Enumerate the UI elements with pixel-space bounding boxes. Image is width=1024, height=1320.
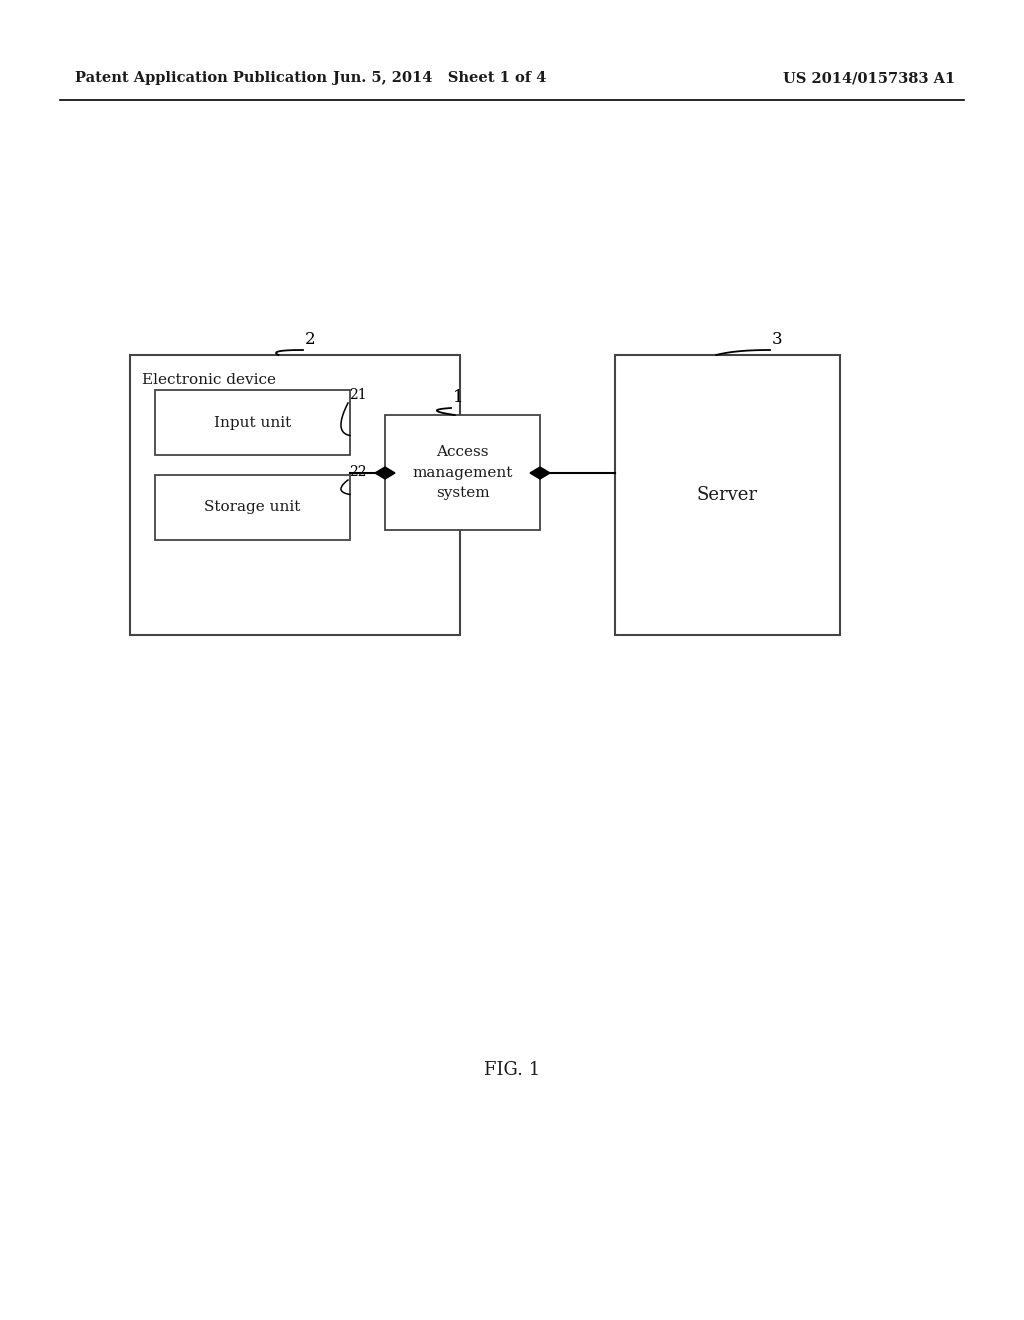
Text: 3: 3 — [772, 331, 782, 348]
Bar — [155, 475, 350, 540]
Polygon shape — [375, 467, 395, 479]
Text: US 2014/0157383 A1: US 2014/0157383 A1 — [782, 71, 955, 84]
Text: Electronic device: Electronic device — [142, 374, 276, 387]
Text: 22: 22 — [349, 465, 367, 479]
Text: Storage unit: Storage unit — [205, 500, 301, 515]
Text: 1: 1 — [453, 389, 464, 407]
Bar — [130, 355, 460, 635]
Text: 2: 2 — [305, 331, 315, 348]
Text: Server: Server — [697, 486, 758, 504]
Text: Jun. 5, 2014   Sheet 1 of 4: Jun. 5, 2014 Sheet 1 of 4 — [334, 71, 547, 84]
Bar — [385, 414, 540, 531]
Text: FIG. 1: FIG. 1 — [484, 1061, 540, 1078]
Text: Patent Application Publication: Patent Application Publication — [75, 71, 327, 84]
Text: 21: 21 — [349, 388, 367, 403]
Text: Access
management
system: Access management system — [413, 445, 513, 500]
Bar — [155, 389, 350, 455]
Polygon shape — [530, 467, 550, 479]
Bar — [615, 355, 840, 635]
Text: Input unit: Input unit — [214, 416, 291, 429]
